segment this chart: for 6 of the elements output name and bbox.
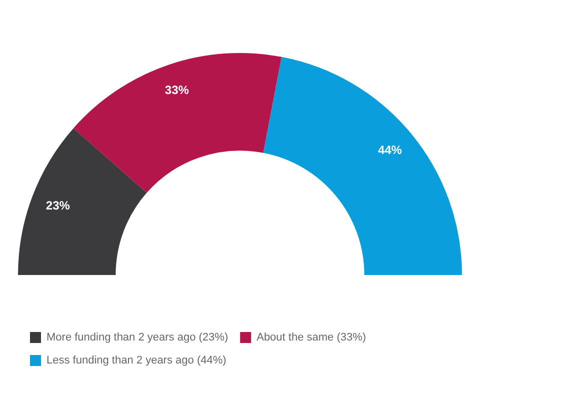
data-label: 44% bbox=[378, 143, 402, 158]
legend-label: About the same (33%) bbox=[256, 332, 366, 344]
data-label: 23% bbox=[46, 198, 70, 213]
legend-label: Less funding than 2 years ago (44%) bbox=[46, 354, 226, 367]
legend-label: More funding than 2 years ago (23%) bbox=[46, 332, 228, 344]
data-label: 33% bbox=[164, 83, 190, 98]
